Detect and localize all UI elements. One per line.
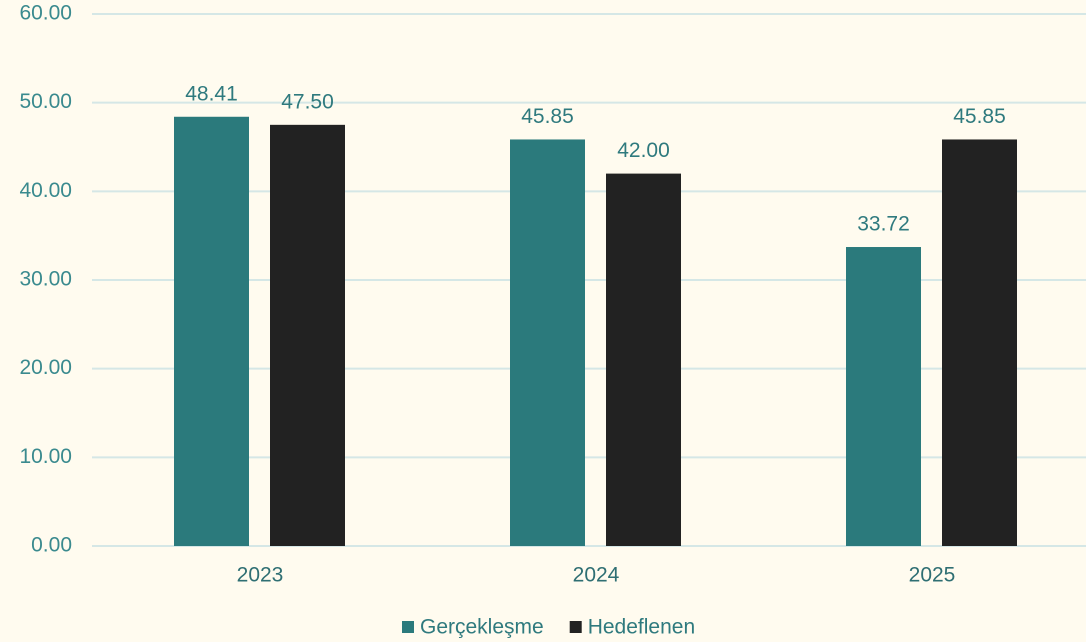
x-tick-label: 2024 [573,564,620,587]
legend-swatch [569,621,582,633]
x-tick-label: 2023 [237,564,284,587]
data-label: 33.72 [857,213,910,236]
bar [846,247,921,547]
y-tick-label: 0.00 [31,534,72,557]
y-tick-label: 50.00 [19,90,72,113]
data-label: 45.85 [521,105,574,128]
bar [942,139,1017,547]
y-tick-label: 60.00 [19,2,72,25]
data-label: 48.41 [185,82,238,105]
data-label: 45.85 [953,105,1006,128]
y-tick-label: 40.00 [19,179,72,202]
bar [510,139,585,547]
legend-label: Gerçekleşme [420,616,544,639]
data-label: 42.00 [617,139,670,162]
x-tick-label: 2025 [909,564,956,587]
bar [270,124,345,546]
legend-swatch [402,621,414,633]
y-tick-label: 30.00 [19,268,72,291]
y-tick-label: 10.00 [19,445,72,468]
y-tick-label: 20.00 [19,356,72,379]
bar [174,116,249,547]
data-label: 47.50 [281,90,334,113]
legend-label: Hedeflenen [588,616,695,639]
bar [606,173,681,546]
